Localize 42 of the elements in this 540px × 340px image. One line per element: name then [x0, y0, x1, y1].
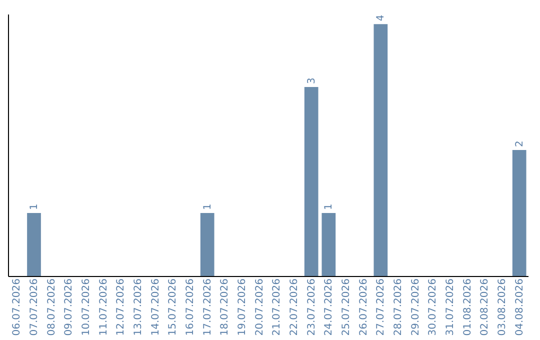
data-label: 3 — [306, 78, 318, 84]
x-tick-label: 10.07.2026 — [81, 278, 92, 336]
data-label: 1 — [324, 204, 335, 210]
x-tick-label: 03.08.2026 — [497, 278, 508, 336]
x-tick-label: 17.07.2026 — [202, 278, 214, 336]
x-tick-label: 12.07.2026 — [116, 278, 127, 336]
x-tick-label: 14.07.2026 — [150, 278, 162, 336]
data-label: 1 — [202, 204, 214, 210]
x-tick-label: 28.07.2026 — [393, 278, 404, 336]
x-tick-label: 29.07.2026 — [410, 278, 422, 336]
x-tick-label: 22.07.2026 — [289, 278, 300, 336]
x-tick-label: 07.07.2026 — [29, 278, 40, 336]
bar — [374, 24, 388, 276]
x-tick-label: 25.07.2026 — [341, 278, 352, 336]
x-tick-label: 04.08.2026 — [514, 278, 526, 336]
bar — [27, 213, 41, 276]
x-tick-label: 09.07.2026 — [64, 278, 75, 336]
x-tick-label: 27.07.2026 — [376, 278, 387, 336]
x-tick-label: 15.07.2026 — [168, 278, 179, 336]
x-tick-label: 13.07.2026 — [133, 278, 144, 336]
x-tick-label: 30.07.2026 — [428, 278, 439, 336]
x-tick-label: 08.07.2026 — [46, 278, 58, 336]
x-tick-label: 26.07.2026 — [358, 278, 370, 336]
x-tick-label: 19.07.2026 — [237, 278, 248, 336]
x-tick-label: 02.08.2026 — [480, 278, 491, 336]
x-tick-label: 20.07.2026 — [254, 278, 266, 336]
x-tick-label: 18.07.2026 — [220, 278, 231, 336]
x-tick-label: 21.07.2026 — [272, 278, 283, 336]
bar — [200, 213, 214, 276]
data-label: 4 — [376, 14, 387, 22]
bar — [322, 213, 336, 276]
bar — [304, 87, 318, 276]
x-tick-label: 16.07.2026 — [185, 278, 196, 336]
x-tick-label: 24.07.2026 — [324, 278, 335, 336]
bar — [512, 150, 526, 276]
data-label: 2 — [514, 140, 526, 148]
data-label: 1 — [29, 204, 40, 210]
x-tick-label: 01.08.2026 — [462, 278, 474, 336]
x-tick-label: 23.07.2026 — [306, 278, 318, 336]
x-tick-label: 11.07.2026 — [98, 278, 110, 336]
x-tick-label: 31.07.2026 — [445, 278, 456, 336]
x-tick-label: 06.07.2026 — [12, 278, 23, 336]
